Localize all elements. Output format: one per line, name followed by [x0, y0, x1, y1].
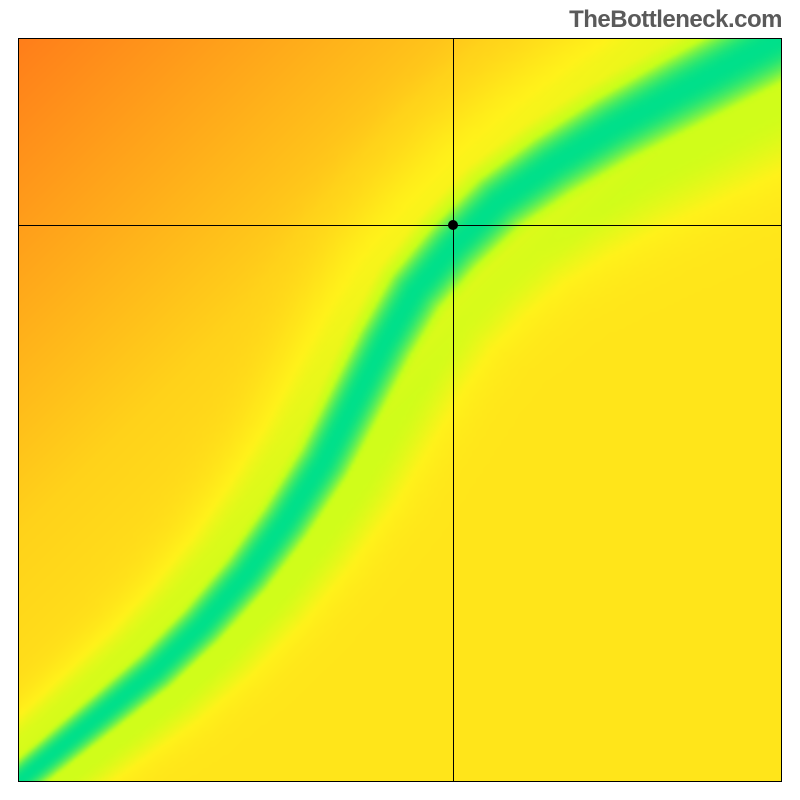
crosshair-vertical	[453, 38, 454, 782]
figure-container: TheBottleneck.com	[0, 0, 800, 800]
heatmap-plot	[18, 38, 782, 782]
watermark-text: TheBottleneck.com	[569, 6, 782, 34]
heatmap-canvas	[18, 38, 782, 782]
crosshair-marker	[448, 220, 458, 230]
crosshair-horizontal	[18, 225, 782, 226]
